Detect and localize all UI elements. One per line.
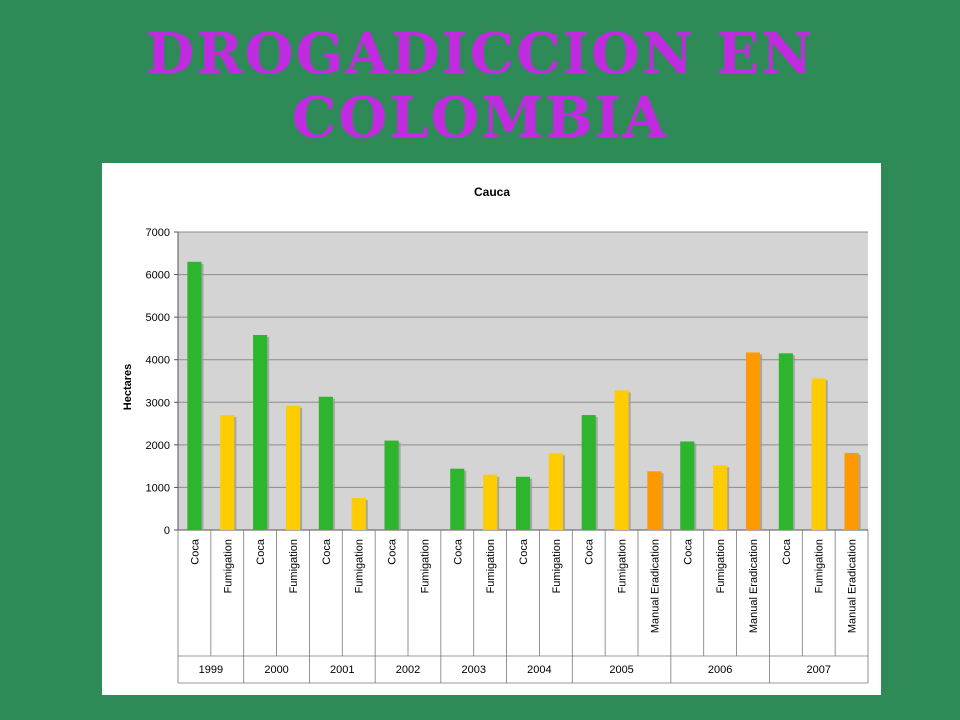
x-category-label: Coca xyxy=(682,538,694,565)
bar-manual-eradication xyxy=(647,471,662,530)
x-category-label: Fumigation xyxy=(715,539,727,593)
x-category-label: Coca xyxy=(452,538,464,565)
x-year-label: 2000 xyxy=(264,664,288,676)
x-year-label: 2007 xyxy=(806,664,830,676)
bar-fumigation xyxy=(811,378,826,530)
x-category-label: Coca xyxy=(387,538,399,565)
x-category-label: Fumigation xyxy=(419,539,431,593)
y-tick-label: 7000 xyxy=(146,227,170,239)
bar-fumigation xyxy=(548,453,563,530)
bar-manual-eradication xyxy=(844,452,859,530)
bar-fumigation xyxy=(351,498,366,530)
x-year-label: 2001 xyxy=(330,664,354,676)
slide-title: DROGADICCION EN COLOMBIA xyxy=(0,22,960,150)
x-year-label: 1999 xyxy=(199,664,223,676)
bar-coca xyxy=(680,441,695,530)
bar-coca xyxy=(450,468,465,530)
bar-fumigation xyxy=(713,465,728,530)
x-category-label: Coca xyxy=(781,538,793,565)
y-tick-label: 1000 xyxy=(146,482,170,494)
x-category-label: Manual Eradication xyxy=(847,539,859,633)
y-tick-label: 2000 xyxy=(146,440,170,452)
x-category-label: Coca xyxy=(189,538,201,565)
x-category-label: Fumigation xyxy=(222,539,234,593)
x-category-label: Fumigation xyxy=(485,539,497,593)
bar-coca xyxy=(581,415,596,530)
x-year-label: 2003 xyxy=(461,664,485,676)
y-tick-label: 4000 xyxy=(146,355,170,367)
x-year-label: 2005 xyxy=(609,664,633,676)
bar-chart: Cauca Hectares 0 1000 2000 3000 4000 5000 6000… xyxy=(122,185,869,684)
bar-fumigation xyxy=(220,415,235,530)
x-category-label: Manual Eradication xyxy=(748,539,760,633)
bar-manual-eradication xyxy=(745,352,761,530)
bar-coca xyxy=(384,440,399,530)
x-category-label: Manual Eradication xyxy=(649,539,661,633)
bar-coca xyxy=(253,335,268,530)
bar-coca xyxy=(318,396,333,530)
x-year-label: 2002 xyxy=(396,664,420,676)
slide-title-line-1: DROGADICCION EN xyxy=(145,21,815,87)
bar-fumigation xyxy=(483,474,498,530)
y-tick-label: 0 xyxy=(164,525,170,537)
y-tick-label: 6000 xyxy=(146,270,170,282)
x-category-label: Coca xyxy=(584,538,596,565)
y-tick-label: 5000 xyxy=(146,312,170,324)
bar-fumigation xyxy=(614,390,629,530)
slide-title-line-2: COLOMBIA xyxy=(291,85,669,151)
y-tick-label: 3000 xyxy=(146,397,170,409)
x-year-label: 2004 xyxy=(527,664,551,676)
chart-panel: Cauca Hectares 0 1000 2000 3000 4000 5000 6000… xyxy=(102,163,881,695)
bar-coca xyxy=(515,476,531,530)
x-category-label: Coca xyxy=(321,538,333,565)
x-category-label: Fumigation xyxy=(354,539,366,593)
x-category-label: Coca xyxy=(518,538,530,565)
x-category-label: Coca xyxy=(255,538,267,565)
x-category-label: Fumigation xyxy=(551,539,563,593)
bar-fumigation xyxy=(285,405,301,530)
x-category-label: Fumigation xyxy=(814,539,826,593)
chart-title: Cauca xyxy=(474,185,510,199)
x-category-label: Fumigation xyxy=(288,539,300,593)
x-year-label: 2006 xyxy=(708,664,732,676)
x-category-label: Fumigation xyxy=(617,539,629,593)
y-axis-label: Hectares xyxy=(122,364,134,410)
bar-coca xyxy=(187,261,202,530)
bar-coca xyxy=(778,353,793,530)
